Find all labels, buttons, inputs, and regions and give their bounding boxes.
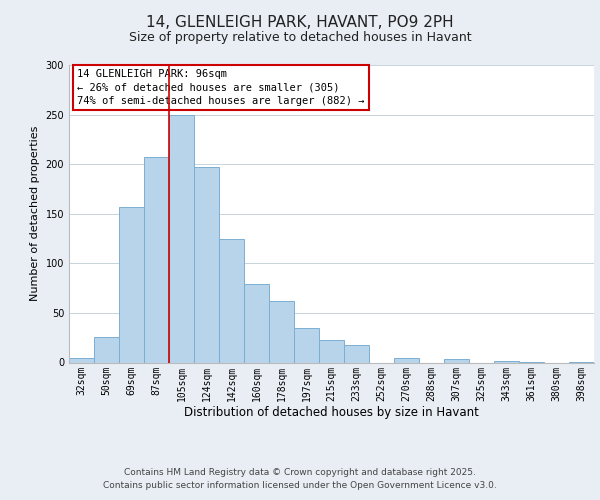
Bar [144,157,169,362]
Bar [269,301,294,362]
Text: 14 GLENLEIGH PARK: 96sqm
← 26% of detached houses are smaller (305)
74% of semi-: 14 GLENLEIGH PARK: 96sqm ← 26% of detach… [77,70,364,106]
Bar [494,360,519,362]
Bar [394,358,419,362]
Bar [69,358,94,362]
Text: Contains public sector information licensed under the Open Government Licence v3: Contains public sector information licen… [103,482,497,490]
Bar [219,238,244,362]
Bar [94,336,119,362]
Bar [194,167,219,362]
Bar [119,207,144,362]
Bar [169,114,194,362]
Bar [344,344,369,362]
Text: 14, GLENLEIGH PARK, HAVANT, PO9 2PH: 14, GLENLEIGH PARK, HAVANT, PO9 2PH [146,15,454,30]
Bar [244,284,269,362]
Bar [294,328,319,362]
Y-axis label: Number of detached properties: Number of detached properties [30,126,40,302]
Text: Size of property relative to detached houses in Havant: Size of property relative to detached ho… [128,31,472,44]
Bar [319,340,344,362]
Bar [444,358,469,362]
Text: Contains HM Land Registry data © Crown copyright and database right 2025.: Contains HM Land Registry data © Crown c… [124,468,476,477]
X-axis label: Distribution of detached houses by size in Havant: Distribution of detached houses by size … [184,406,479,419]
